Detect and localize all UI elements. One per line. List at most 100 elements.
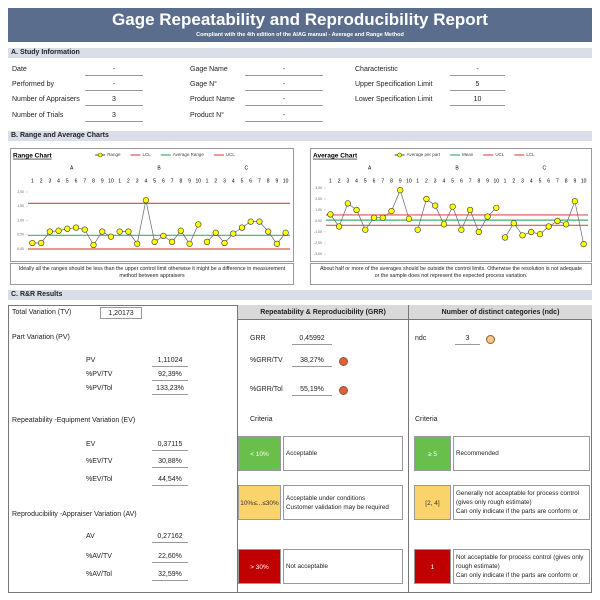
y-tick-label: 2,00 (17, 190, 24, 194)
data-point (99, 228, 106, 235)
criteria-range: ≥ 5 (414, 436, 451, 471)
metric-value: 22,60% (152, 551, 188, 563)
y-tick-label: -2,00 (314, 241, 322, 245)
series-line (206, 221, 286, 245)
section-header: B. Range and Average Charts (8, 131, 592, 141)
data-point (169, 238, 176, 245)
metric-value: 133,23% (152, 383, 188, 395)
data-point (388, 207, 395, 215)
status-dot (486, 335, 495, 344)
data-point (125, 228, 132, 235)
field-label: Date (12, 66, 27, 73)
criteria-text: Acceptable (283, 436, 403, 471)
metric-value: 0,37115 (152, 439, 188, 451)
x-tick-label: 4 (145, 178, 148, 184)
series-line (417, 198, 497, 233)
criteria-line: Acceptable under conditions (286, 494, 366, 502)
metric-label: ndc (415, 335, 427, 342)
group-label: B (455, 165, 459, 171)
data-point (160, 232, 167, 239)
metric-value: 3 (455, 333, 480, 345)
x-tick-label: 9 (486, 178, 489, 184)
x-tick-label: 3 (136, 178, 139, 184)
data-point (273, 240, 281, 247)
status-dot (339, 386, 348, 395)
column-divider (408, 305, 409, 593)
data-point (134, 240, 141, 247)
data-point (580, 240, 587, 248)
data-point (38, 239, 45, 247)
data-point (186, 240, 193, 247)
x-tick-label: 2 (425, 178, 428, 184)
y-tick-label: -1,00 (314, 230, 322, 234)
data-point (344, 200, 351, 207)
metric-value: 92,39% (152, 369, 188, 381)
x-tick-label: 6 (75, 178, 78, 184)
x-tick-label: 6 (373, 178, 376, 184)
x-tick-label: 9 (399, 178, 402, 184)
field-value: 10 (450, 94, 505, 106)
criteria-line: Generally not acceptable for process con… (456, 490, 580, 497)
title-bar (8, 8, 592, 42)
field-value: 3 (85, 110, 143, 122)
x-tick-label: 7 (171, 178, 174, 184)
x-tick-label: 7 (83, 178, 86, 184)
data-point (203, 238, 211, 245)
y-tick-label: 3,00 (315, 186, 322, 190)
y-tick-label: 1,50 (17, 204, 24, 208)
chart-frame (10, 148, 294, 262)
x-tick-label: 7 (469, 178, 472, 184)
x-tick-label: 8 (179, 178, 182, 184)
x-tick-label: 3 (48, 178, 51, 184)
criteria-range: 10%≤...≤30% (238, 485, 281, 520)
x-tick-label: 5 (66, 178, 69, 184)
data-point (449, 203, 456, 210)
series-line (119, 200, 199, 245)
group-title: Repeatability -Equipment Variation (EV) (12, 417, 136, 424)
data-point (362, 226, 369, 233)
data-point (571, 198, 579, 205)
x-tick-label: 5 (153, 178, 156, 184)
criteria-range: 1 (414, 549, 451, 584)
legend-label: LCL (142, 152, 151, 157)
chart-title: Average Chart (313, 153, 358, 160)
x-tick-label: 4 (530, 178, 533, 184)
field-label: Characteristic (355, 66, 398, 73)
metric-label: %PV/Tol (86, 385, 113, 392)
field-label: Number of Trials (12, 112, 64, 119)
data-point (353, 206, 360, 214)
metric-value: 1,11024 (152, 355, 188, 367)
criteria-range: < 10% (238, 436, 281, 471)
x-tick-label: 8 (92, 178, 95, 184)
x-tick-label: 2 (512, 178, 515, 184)
data-point (247, 218, 254, 225)
data-point (55, 227, 62, 234)
data-point (475, 228, 482, 236)
x-tick-label: 3 (521, 178, 524, 184)
x-tick-label: 9 (101, 178, 104, 184)
x-tick-label: 8 (267, 178, 270, 184)
x-tick-label: 1 (31, 178, 34, 184)
x-tick-label: 10 (196, 178, 202, 184)
field-value: - (450, 64, 505, 76)
data-point (519, 232, 526, 239)
x-tick-label: 3 (223, 178, 226, 184)
group-title: Reproducibility -Appraiser Variation (AV… (12, 511, 137, 518)
group-label: A (368, 165, 372, 171)
criteria-text: Not acceptable (283, 549, 403, 584)
x-tick-label: 5 (539, 178, 542, 184)
series-line (504, 199, 584, 245)
metric-value: 38,27% (292, 355, 332, 367)
field-value: 5 (450, 79, 505, 91)
data-point (493, 204, 500, 211)
section-header: A. Study Information (8, 48, 592, 58)
metric-value: 55,19% (292, 384, 332, 396)
field-value: - (245, 64, 323, 76)
x-tick-label: 8 (565, 178, 568, 184)
x-tick-label: 9 (276, 178, 279, 184)
data-point (72, 224, 80, 231)
metric-label: %EV/TV (86, 458, 113, 465)
data-point (379, 214, 386, 221)
metric-label: AV (86, 533, 95, 540)
x-tick-label: 1 (329, 178, 332, 184)
